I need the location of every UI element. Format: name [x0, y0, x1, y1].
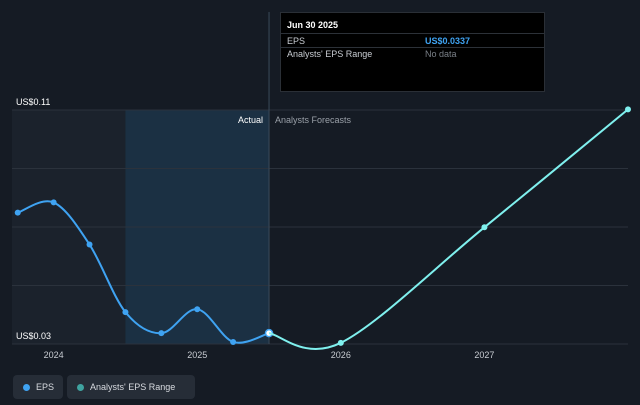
actual-data-point: [86, 241, 93, 248]
forecast-data-point: [337, 339, 344, 346]
forecast-series-line: [268, 108, 629, 350]
y-tick-label: US$0.11: [16, 97, 50, 107]
tooltip-date: Jun 30 2025: [287, 20, 339, 30]
actual-data-point: [14, 209, 21, 216]
forecast-section-label: Analysts Forecasts: [275, 115, 352, 125]
x-axis-labels: 2024 2025 2026 2027: [44, 350, 495, 360]
actual-data-point: [194, 306, 201, 313]
x-tick-label: 2027: [474, 350, 494, 360]
x-tick-label: 2024: [44, 350, 64, 360]
legend-eps-button[interactable]: EPS: [13, 375, 63, 399]
range-dot-icon: [77, 383, 84, 391]
tooltip-row-range: Analysts' EPS Range No data: [281, 47, 544, 60]
tooltip-row-eps: EPS US$0.0337: [281, 33, 544, 48]
legend-range-button[interactable]: Analysts' EPS Range: [67, 375, 195, 399]
forecast-data-point: [625, 106, 631, 113]
tooltip-range-label: Analysts' EPS Range: [287, 49, 373, 59]
x-tick-label: 2026: [331, 350, 351, 360]
legend-eps-label: EPS: [36, 382, 55, 392]
eps-tooltip: Jun 30 2025 EPS US$0.0337 Analysts' EPS …: [280, 12, 545, 92]
actual-data-point: [230, 338, 237, 345]
actual-data-point: [158, 330, 165, 337]
forecast-data-point: [481, 224, 488, 231]
tooltip-eps-label: EPS: [287, 36, 306, 46]
actual-section-label: Actual: [238, 115, 263, 125]
x-tick-label: 2025: [187, 350, 207, 360]
grid-lines: [12, 109, 628, 345]
tooltip-eps-value: US$0.0337: [425, 36, 471, 46]
legend-range-label: Analysts' EPS Range: [90, 382, 176, 392]
series-layer: [14, 106, 631, 350]
eps-dot-icon: [23, 383, 30, 391]
actual-data-point: [122, 309, 129, 316]
y-tick-label: US$0.03: [16, 331, 51, 341]
y-axis-labels: US$0.11 US$0.03: [16, 97, 51, 341]
tooltip-range-value: No data: [425, 49, 457, 59]
actual-series-line: [17, 200, 270, 344]
actual-data-point: [50, 199, 57, 206]
